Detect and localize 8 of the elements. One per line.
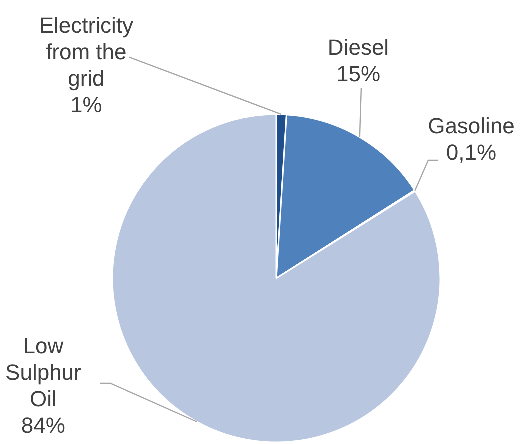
data-label: 15% bbox=[336, 61, 381, 86]
slice-label: Diesel bbox=[328, 34, 390, 60]
slice-label: Electricity from the grid bbox=[39, 13, 134, 92]
data-label: 1% bbox=[70, 92, 102, 118]
slice-label: Low Sulphur Oil bbox=[6, 334, 82, 412]
data-label: 84% bbox=[21, 413, 66, 438]
data-label: 0,1% bbox=[446, 140, 497, 166]
slice-label: Gasoline bbox=[428, 114, 515, 139]
